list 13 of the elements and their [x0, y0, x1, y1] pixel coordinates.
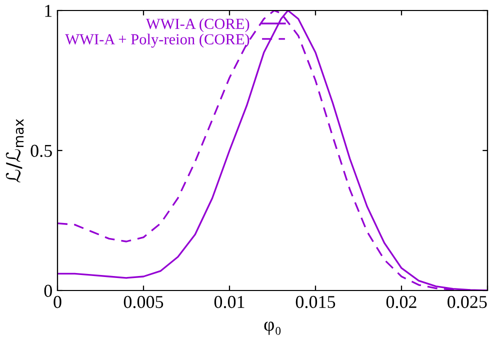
x-tick-label: 0.01 [214, 296, 244, 308]
x-axis-title: φ₀ [264, 322, 281, 335]
x-tick-label: 0.005 [124, 296, 164, 308]
y-axis-title: ℒ/ℒ$_{max}$ [6, 119, 24, 182]
y-tick-label: 0 [44, 284, 52, 297]
x-tick-label: 0 [54, 296, 62, 308]
legend-label: WWI-A + Poly-reion (CORE) [65, 34, 250, 48]
y-tick-label: 1 [45, 4, 52, 17]
y-tick-label: 0.5 [30, 144, 52, 158]
legend-label: WWI-A (CORE) [146, 18, 250, 32]
x-tick-label: 0.015 [296, 296, 336, 308]
x-tick-label: 0.02 [386, 296, 416, 308]
x-tick-label: 0.025 [448, 296, 487, 308]
